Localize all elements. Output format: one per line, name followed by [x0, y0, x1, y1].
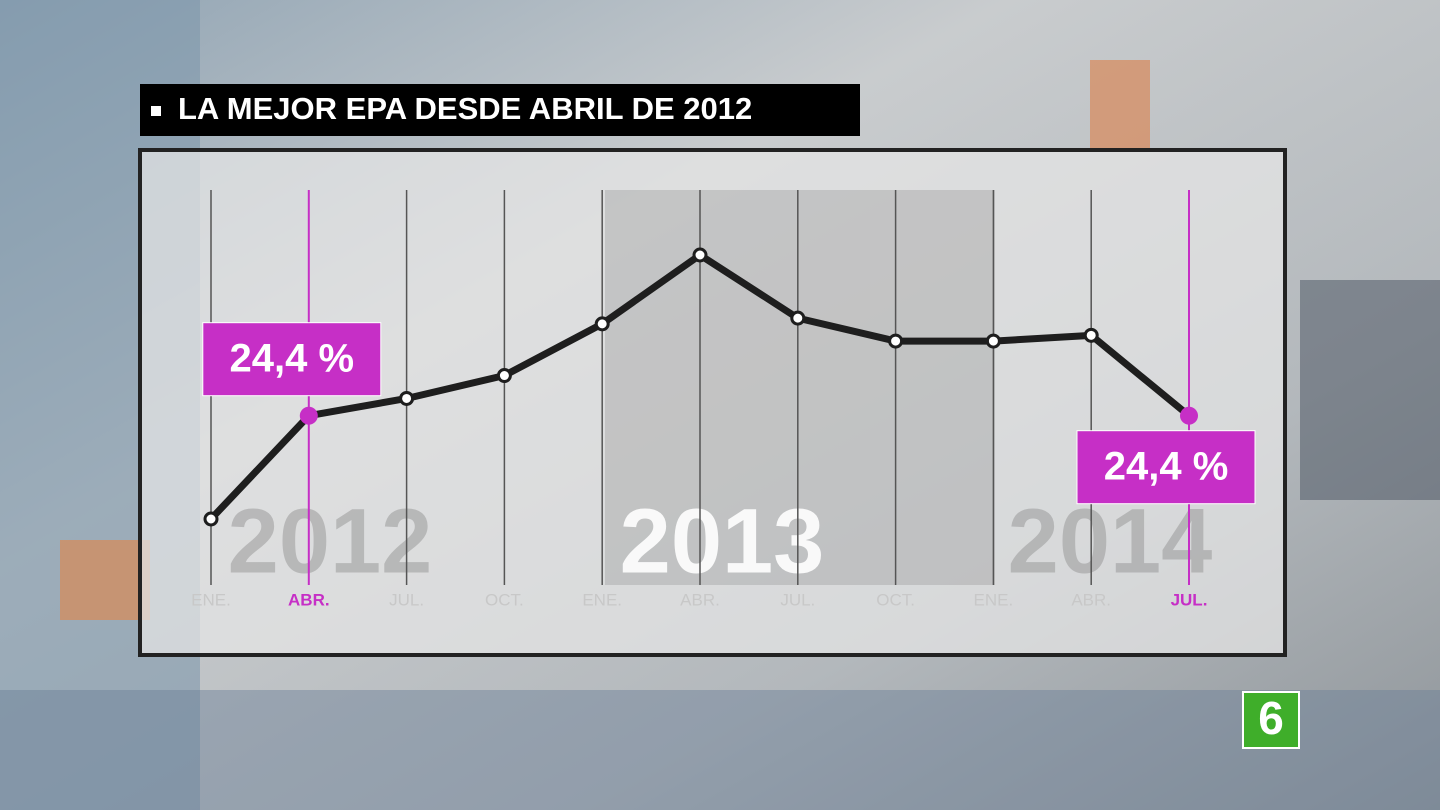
x-tick-label: ABR. — [680, 590, 720, 609]
x-tick-label: ABR. — [1071, 590, 1111, 609]
year-label: 2014 — [1008, 490, 1213, 592]
point — [692, 247, 708, 263]
channel-logo — [1242, 691, 1300, 749]
value-label-box — [202, 322, 382, 397]
chart-panel — [138, 148, 1287, 657]
value-label: 24,4 % — [1104, 444, 1229, 488]
x-tick-label: ENE. — [191, 590, 231, 609]
point — [1083, 327, 1099, 343]
x-tick-label: ABR. — [288, 590, 330, 609]
x-tick-label: ENE. — [974, 590, 1014, 609]
photo-detail — [60, 540, 150, 620]
point — [399, 390, 415, 406]
point — [496, 368, 512, 384]
x-tick-label: JUL. — [780, 590, 815, 609]
title-bar — [140, 84, 860, 136]
point — [203, 511, 219, 527]
x-tick-label: JUL. — [389, 590, 424, 609]
point — [790, 310, 806, 326]
year-label: 2013 — [620, 490, 825, 592]
year-band — [605, 190, 995, 585]
x-tick-label: JUL. — [1171, 590, 1208, 609]
value-label-box — [1076, 430, 1256, 505]
photo-floor — [0, 690, 1440, 810]
logo-text: 6 — [1258, 692, 1284, 744]
title: LA MEJOR EPA DESDE ABRIL DE 2012 — [178, 91, 752, 126]
photo-worker — [1300, 280, 1440, 500]
x-tick-label: OCT. — [485, 590, 524, 609]
point-highlight — [299, 406, 318, 425]
point — [888, 333, 904, 349]
point — [985, 333, 1001, 349]
point — [594, 316, 610, 332]
x-tick-label: ENE. — [582, 590, 622, 609]
title-bullet — [151, 106, 161, 116]
year-label: 2012 — [228, 490, 433, 592]
point-highlight — [1180, 406, 1198, 425]
photo-detail — [1090, 60, 1150, 150]
x-tick-label: OCT. — [876, 590, 915, 609]
value-label: 24,4 % — [230, 336, 355, 380]
